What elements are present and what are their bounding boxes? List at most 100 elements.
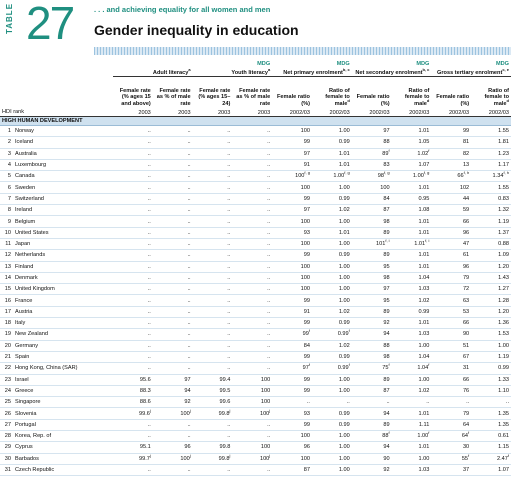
cell-value: 1.00 xyxy=(338,433,350,440)
cell: 100 xyxy=(272,453,312,465)
cell: 0.99 xyxy=(311,136,352,149)
cell: 93 xyxy=(272,227,312,239)
group-row: Adult literacya Youth literacya Net primar… xyxy=(0,68,511,77)
cell: .. xyxy=(152,215,193,228)
cell: .. xyxy=(113,351,153,364)
data-row: 26 Slovenia 99.6j 100j 99.8j 100j 93 0.99 94 1.01… xyxy=(0,407,511,420)
cell: 1.07 xyxy=(391,159,432,172)
cell-value: .. xyxy=(267,308,271,315)
cell: 1.00 xyxy=(311,430,352,443)
cell-value: .. xyxy=(227,195,231,202)
column-year: 2002/03 xyxy=(431,107,472,117)
cell: .. xyxy=(152,136,193,149)
cell-value: 1.27 xyxy=(498,286,509,293)
cell-value: .. xyxy=(187,342,191,349)
cell-value: .. xyxy=(187,218,191,225)
cell-value: 99 xyxy=(303,195,310,202)
hdi-rank: 15 xyxy=(0,283,13,296)
hdi-rank: 7 xyxy=(0,193,13,206)
cell: 1.43 xyxy=(471,272,511,285)
cell-value: 0.99 xyxy=(338,354,350,361)
cell-value: 97 xyxy=(383,128,390,135)
cell-value: 99.8 xyxy=(218,455,230,462)
cell-value: .. xyxy=(187,365,191,372)
cell: .. xyxy=(232,328,273,341)
mdg-cell: MDG xyxy=(352,60,432,68)
cell: .. xyxy=(192,136,233,149)
cell-value: 1.33 xyxy=(498,376,509,383)
cell-value: 67 xyxy=(462,354,470,361)
cell: .. xyxy=(113,193,153,206)
cell-value: 1.11 xyxy=(418,421,430,428)
cell-value: .. xyxy=(147,252,151,259)
footnote-mark: a xyxy=(188,68,191,72)
cell-value: .. xyxy=(267,354,271,361)
cell-value: 1.01 xyxy=(418,263,430,270)
footnote-mark: f, g xyxy=(423,170,430,176)
cell-value: 1.28 xyxy=(498,297,509,304)
cell-value: .. xyxy=(147,467,151,474)
data-row: 11 Japan........ 100 1.00 101f, i 1.01f, i 47 0… xyxy=(0,238,511,251)
data-row: 7 Switzerland........ 99 0.99 84 0.95 44 0.83 xyxy=(0,193,511,206)
cell: .. xyxy=(192,283,233,296)
cell-value: 44 xyxy=(462,195,470,202)
cell: .. xyxy=(232,193,273,206)
hdi-rank: 22 xyxy=(0,362,13,375)
cell: 1.00f xyxy=(391,430,432,443)
cell-value: .. xyxy=(227,139,231,146)
cell-value: 1.35 xyxy=(498,421,509,428)
hdi-rank: 16 xyxy=(0,294,13,307)
cell: 99 xyxy=(272,374,312,386)
cell: .. xyxy=(232,181,273,194)
cell: .. xyxy=(232,464,273,477)
footnote-mark: f xyxy=(388,148,390,153)
data-row: 20 Germany........ 84 1.02 88 1.00 51 1.00 xyxy=(0,340,511,352)
cell-value: 1.09 xyxy=(498,252,509,259)
cell: 99.8j xyxy=(192,453,233,465)
cell-value: 1.02 xyxy=(338,308,350,315)
cell: .. xyxy=(232,170,273,183)
cell: 0.99 xyxy=(311,407,352,420)
hdi-rank: 8 xyxy=(0,204,13,217)
cell: 44 xyxy=(431,193,472,206)
cell: 1.02f xyxy=(391,148,432,160)
column-label: Female ratio (%) xyxy=(277,94,310,107)
country: Portugal xyxy=(13,419,113,432)
data-row: 6 Sweden........ 100 1.00 100 1.01 102 1.55 xyxy=(0,181,511,194)
column-label: Female rate (% ages 15 and above) xyxy=(119,87,151,107)
country: Belgium xyxy=(13,215,113,228)
cell: 97 xyxy=(351,283,392,296)
cell: 1.03 xyxy=(391,464,432,477)
cell-value: 95.6 xyxy=(139,376,151,383)
cell-value: 96 xyxy=(184,444,191,451)
cell: 95.6 xyxy=(113,374,153,386)
cell-value: .. xyxy=(147,195,151,202)
country: Switzerland xyxy=(13,193,113,206)
cell: .. xyxy=(113,272,153,285)
hdi-rank: 19 xyxy=(0,328,13,341)
cell: 1.00 xyxy=(311,272,352,285)
cell: .. xyxy=(232,227,273,239)
cell: 31 xyxy=(431,362,472,375)
hdi-rank: 3 xyxy=(0,148,13,160)
column-header: Female rate as % of male rate xyxy=(153,77,193,108)
cell: 0.95 xyxy=(391,193,432,206)
cell: 1.33 xyxy=(471,374,511,386)
data-row: 2 Iceland........ 99 0.99 88 1.05 81 1.81 xyxy=(0,136,511,149)
cell-value: 0.99 xyxy=(338,410,350,417)
country: France xyxy=(13,294,113,307)
data-row: 31 Czech Republic........ 87 1.00 92 1.03 37 1.… xyxy=(0,464,511,477)
cell: 95 xyxy=(351,294,392,307)
cell-value: 1.01 xyxy=(418,184,430,191)
cell-value: .. xyxy=(227,162,231,169)
column-label: Female rate as % of male rate xyxy=(236,87,271,107)
group-label: Adult literacy xyxy=(152,70,189,76)
cell-value: 97 xyxy=(303,150,310,157)
cell-value: 0.83 xyxy=(498,195,509,202)
cell-value: 97 xyxy=(383,286,390,293)
cell-value: 1.36 xyxy=(498,320,509,327)
cell-value: .. xyxy=(267,128,271,135)
spacer xyxy=(0,68,113,77)
cell: .. xyxy=(113,181,153,194)
cell: .. xyxy=(113,148,153,160)
